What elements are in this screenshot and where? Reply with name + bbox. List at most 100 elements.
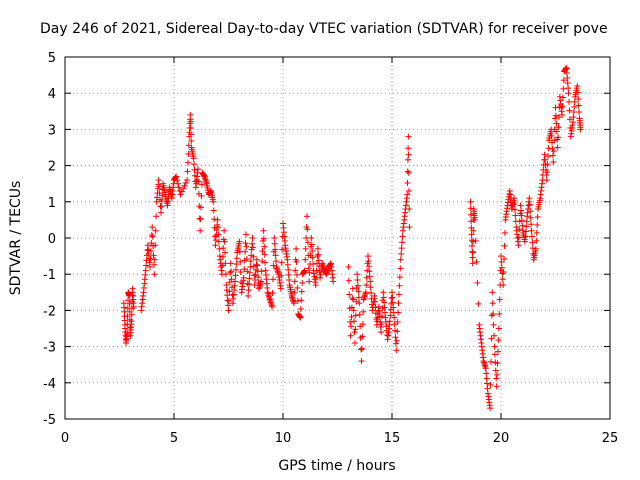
data-point	[495, 337, 502, 344]
data-point	[365, 263, 372, 270]
data-point	[347, 318, 354, 325]
data-point	[125, 297, 132, 304]
data-point	[475, 300, 482, 307]
data-point	[128, 318, 135, 325]
data-point	[313, 267, 320, 274]
data-point	[468, 237, 475, 244]
data-point	[188, 131, 195, 138]
data-point	[251, 272, 258, 279]
data-point	[397, 256, 404, 263]
data-point	[550, 158, 557, 165]
data-point	[224, 292, 231, 299]
data-point	[222, 260, 229, 267]
data-point	[395, 291, 402, 298]
data-point	[243, 255, 250, 262]
data-point	[308, 235, 315, 241]
data-point	[554, 144, 561, 151]
data-point	[304, 226, 311, 233]
data-point	[356, 311, 363, 318]
data-point	[215, 224, 222, 231]
data-point	[352, 326, 359, 333]
data-point	[157, 209, 164, 216]
x-tick-label: 25	[602, 431, 619, 446]
data-point	[566, 107, 573, 114]
data-point	[487, 405, 494, 412]
data-point	[345, 263, 352, 270]
data-point	[468, 231, 475, 238]
data-point	[528, 233, 535, 240]
data-point	[555, 134, 562, 141]
data-point	[396, 274, 403, 281]
data-point	[253, 256, 260, 263]
data-point	[278, 272, 285, 279]
data-point	[560, 85, 567, 92]
data-point	[521, 238, 528, 245]
data-point	[365, 258, 372, 265]
data-point	[196, 215, 203, 222]
data-point	[499, 276, 506, 283]
data-point	[380, 289, 387, 296]
data-point	[350, 296, 357, 303]
data-point	[394, 318, 401, 325]
data-point	[190, 155, 197, 162]
data-point	[245, 292, 252, 299]
data-point	[391, 321, 398, 328]
data-point	[304, 239, 311, 246]
data-point	[553, 128, 560, 135]
data-point	[563, 64, 570, 71]
data-point	[398, 250, 405, 257]
data-point	[483, 370, 490, 377]
data-point	[378, 329, 385, 336]
data-point	[252, 276, 259, 283]
data-point	[148, 232, 155, 239]
data-point	[250, 263, 257, 270]
data-point	[518, 217, 525, 224]
data-point	[576, 109, 583, 116]
data-point	[309, 254, 316, 261]
data-point	[302, 245, 309, 252]
data-point	[571, 98, 578, 105]
data-point	[483, 375, 490, 382]
data-point	[404, 168, 411, 175]
data-point	[247, 258, 254, 265]
data-point	[543, 172, 550, 179]
data-point	[526, 201, 533, 208]
data-point	[215, 231, 222, 238]
data-point	[552, 115, 559, 122]
data-point	[144, 247, 151, 254]
data-point	[353, 298, 360, 305]
y-tick-label: 4	[48, 87, 56, 102]
data-point	[227, 260, 234, 267]
data-point	[191, 161, 198, 168]
data-point	[351, 329, 358, 336]
data-point	[484, 385, 491, 392]
data-point	[489, 289, 496, 296]
data-point	[187, 118, 194, 125]
data-point	[348, 313, 355, 320]
data-point	[236, 238, 243, 245]
data-point	[277, 285, 284, 292]
data-point	[488, 335, 495, 342]
data-point	[405, 151, 412, 158]
data-point	[213, 227, 220, 234]
data-point	[147, 263, 154, 270]
data-point	[299, 279, 306, 286]
data-point	[228, 268, 235, 275]
data-point	[130, 303, 137, 310]
data-point	[173, 173, 180, 180]
data-point	[225, 302, 232, 309]
data-point	[523, 218, 530, 225]
data-point	[228, 276, 235, 283]
data-point	[244, 280, 251, 287]
y-tick-label: -5	[43, 413, 56, 428]
data-point	[360, 308, 367, 315]
data-point	[543, 177, 550, 184]
data-point	[494, 360, 501, 367]
data-point	[249, 240, 256, 247]
data-point	[553, 120, 560, 127]
data-point	[219, 253, 226, 260]
data-point	[389, 289, 395, 296]
data-point	[517, 202, 524, 209]
data-point	[211, 216, 218, 223]
data-point	[378, 313, 385, 320]
